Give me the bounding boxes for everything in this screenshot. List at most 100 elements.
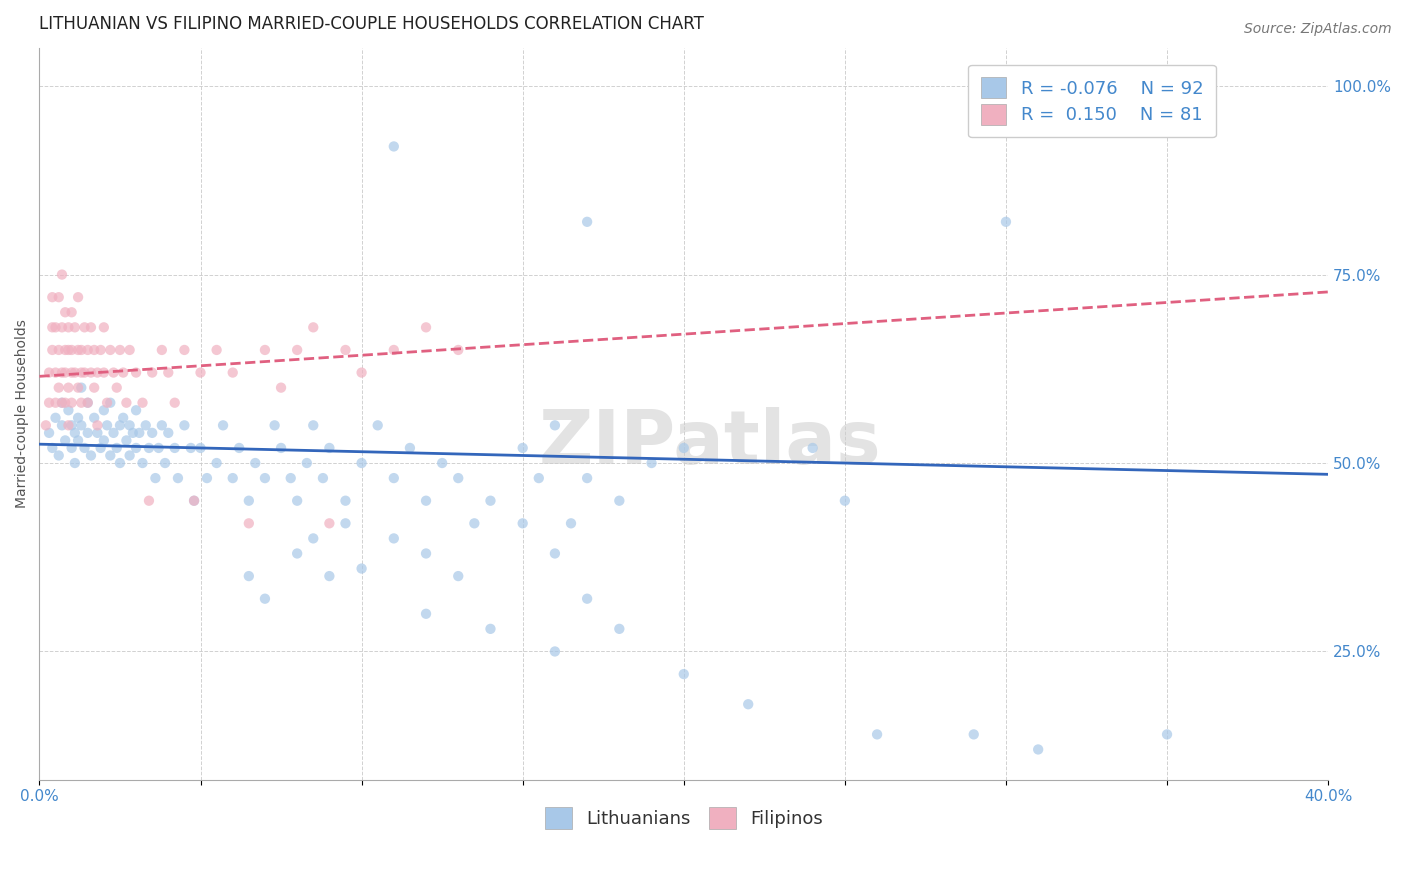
Point [141,366,163,380]
Point [58,381,80,395]
Point [41,343,63,357]
Point [58,403,80,417]
Point [145,471,167,485]
Point [512,441,534,455]
Point [141,425,163,440]
Point [112,366,135,380]
Point [48,381,70,395]
Point [118,418,141,433]
Point [67,381,90,395]
Point [53,343,76,357]
Point [125,441,148,455]
Point [41,320,63,334]
Point [53,434,76,448]
Point [180,441,202,455]
Point [302,418,325,433]
Point [93,320,115,334]
Point [222,471,245,485]
Point [318,441,340,455]
Point [128,425,150,440]
Point [112,410,135,425]
Point [108,456,131,470]
Point [157,366,180,380]
Point [60,305,83,319]
Point [238,516,260,531]
Point [86,425,108,440]
Point [737,698,759,712]
Point [83,381,105,395]
Point [195,471,218,485]
Point [115,395,138,409]
Point [51,320,73,334]
Point [96,418,118,433]
Point [67,290,90,304]
Point [382,343,405,357]
Point [70,381,93,395]
Point [98,449,121,463]
Point [70,366,93,380]
Point [399,441,422,455]
Point [576,215,599,229]
Point [60,343,83,357]
Point [38,425,60,440]
Point [607,622,630,636]
Point [73,366,96,380]
Point [105,441,128,455]
Point [382,139,405,153]
Point [63,425,86,440]
Point [205,456,228,470]
Point [118,343,141,357]
Point [190,366,212,380]
Point [295,456,318,470]
Point [58,418,80,433]
Point [98,395,121,409]
Point [163,395,186,409]
Point [86,366,108,380]
Point [285,493,308,508]
Point [70,418,93,433]
Point [35,418,58,433]
Point [270,441,292,455]
Point [93,366,115,380]
Point [576,591,599,606]
Point [270,381,292,395]
Point [93,403,115,417]
Point [245,456,267,470]
Point [479,493,502,508]
Point [53,305,76,319]
Point [60,418,83,433]
Point [238,493,260,508]
Point [83,410,105,425]
Point [963,727,986,741]
Point [93,434,115,448]
Point [544,644,567,658]
Point [90,441,112,455]
Point [228,441,250,455]
Text: LITHUANIAN VS FILIPINO MARRIED-COUPLE HOUSEHOLDS CORRELATION CHART: LITHUANIAN VS FILIPINO MARRIED-COUPLE HO… [39,15,704,33]
Point [205,343,228,357]
Point [60,395,83,409]
Point [67,410,90,425]
Point [1156,727,1178,741]
Point [76,395,98,409]
Point [51,395,73,409]
Point [415,546,437,560]
Point [48,449,70,463]
Point [51,268,73,282]
Point [76,395,98,409]
Point [280,471,302,485]
Point [318,569,340,583]
Point [415,320,437,334]
Point [150,343,173,357]
Point [1026,742,1049,756]
Point [335,493,357,508]
Point [131,456,153,470]
Point [367,418,389,433]
Point [544,418,567,433]
Point [253,343,276,357]
Point [335,516,357,531]
Point [51,395,73,409]
Point [48,343,70,357]
Point [121,425,143,440]
Point [73,320,96,334]
